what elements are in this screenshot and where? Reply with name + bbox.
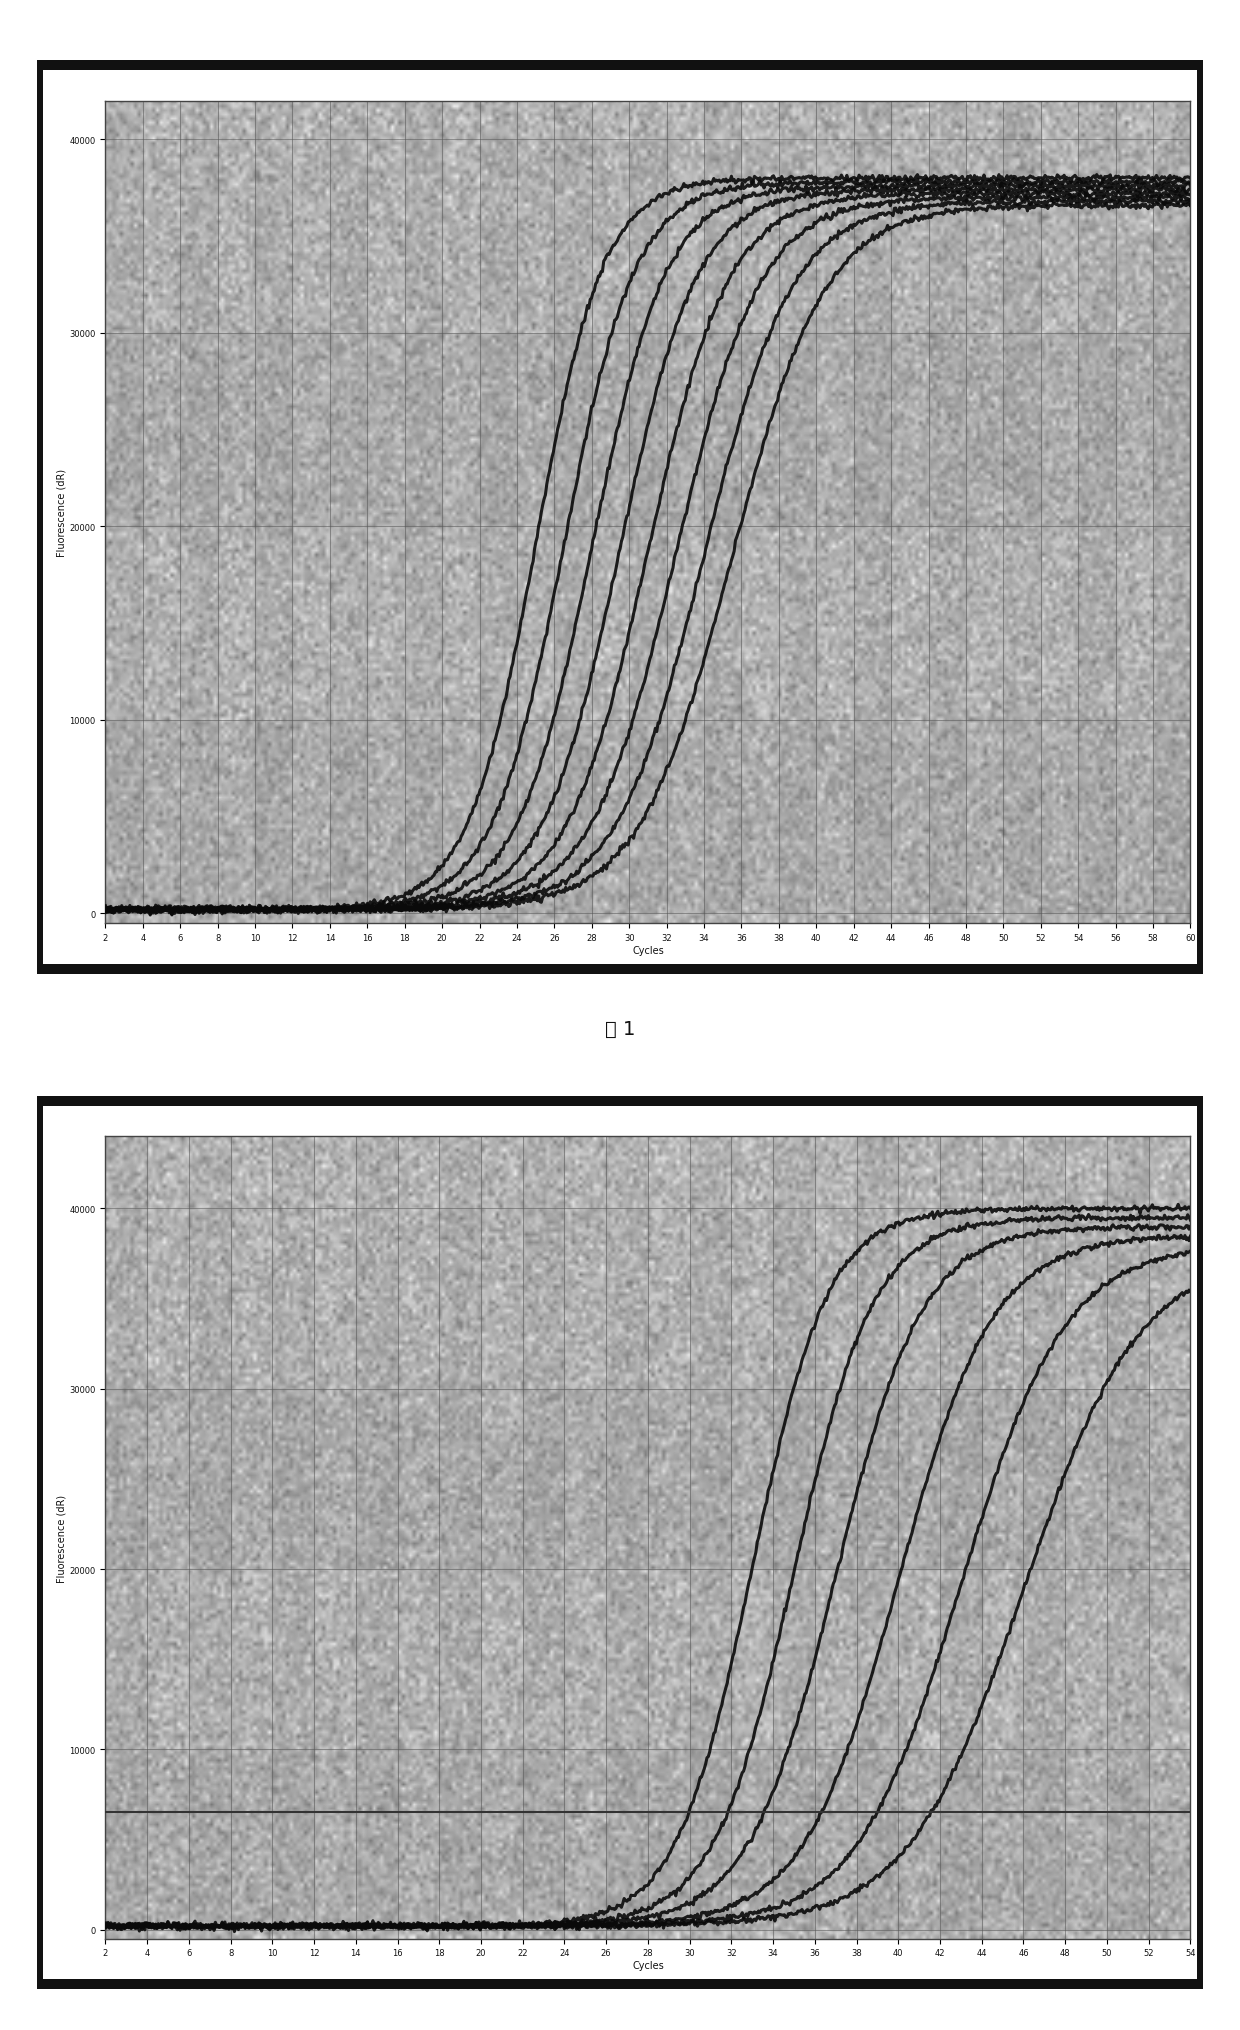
Bar [443, 102, 480, 924]
Bar [105, 721, 1190, 914]
Bar [1003, 102, 1040, 924]
Bar [231, 1137, 273, 1939]
Bar [1040, 102, 1078, 924]
Bar [704, 102, 742, 924]
Bar [481, 1137, 523, 1939]
Bar [105, 1137, 148, 1939]
Bar [779, 102, 816, 924]
Bar [105, 333, 1190, 528]
Bar [1116, 102, 1153, 924]
Bar [929, 102, 966, 924]
Bar [105, 1210, 1190, 1389]
Bar [105, 1389, 1190, 1569]
Bar [480, 102, 517, 924]
Bar [966, 102, 1003, 924]
Bar [188, 1137, 231, 1939]
X-axis label: Cycles: Cycles [632, 1961, 663, 1971]
Bar [773, 1137, 815, 1939]
Bar [404, 102, 443, 924]
Bar [629, 102, 667, 924]
Bar [356, 1137, 398, 1939]
Bar [1023, 1137, 1065, 1939]
Text: 图 1: 图 1 [605, 1019, 635, 1037]
Bar [853, 102, 892, 924]
Bar [647, 1137, 689, 1939]
Bar [1065, 1137, 1107, 1939]
Bar [554, 102, 591, 924]
Bar [742, 102, 779, 924]
Bar [439, 1137, 481, 1939]
Bar [314, 1137, 356, 1939]
Bar [105, 102, 143, 924]
Bar [940, 1137, 982, 1939]
Bar [398, 1137, 439, 1939]
Bar [273, 1137, 314, 1939]
Bar [667, 102, 704, 924]
Bar [105, 1750, 1190, 1931]
Bar [732, 1137, 773, 1939]
Bar [898, 1137, 940, 1939]
Bar [689, 1137, 732, 1939]
Bar [517, 102, 554, 924]
Bar [1153, 102, 1190, 924]
Bar [105, 528, 1190, 721]
Y-axis label: Fluorescence (dR): Fluorescence (dR) [57, 1494, 67, 1581]
Bar [815, 1137, 857, 1939]
Bar [564, 1137, 606, 1939]
Bar [1078, 102, 1116, 924]
Bar [105, 1569, 1190, 1750]
Bar [293, 102, 330, 924]
Bar [367, 102, 404, 924]
Bar [105, 140, 1190, 333]
Bar [148, 1137, 188, 1939]
Bar [180, 102, 218, 924]
Bar [857, 1137, 898, 1939]
Bar [218, 102, 255, 924]
Bar [523, 1137, 564, 1939]
X-axis label: Cycles: Cycles [632, 946, 663, 956]
Bar [982, 1137, 1023, 1939]
Bar [143, 102, 180, 924]
Bar [606, 1137, 649, 1939]
Bar [591, 102, 629, 924]
Y-axis label: Fluorescence (dR): Fluorescence (dR) [57, 469, 67, 556]
Bar [1107, 1137, 1148, 1939]
Bar [330, 102, 367, 924]
Bar [892, 102, 929, 924]
Bar [816, 102, 853, 924]
Bar [1148, 1137, 1190, 1939]
Bar [255, 102, 293, 924]
